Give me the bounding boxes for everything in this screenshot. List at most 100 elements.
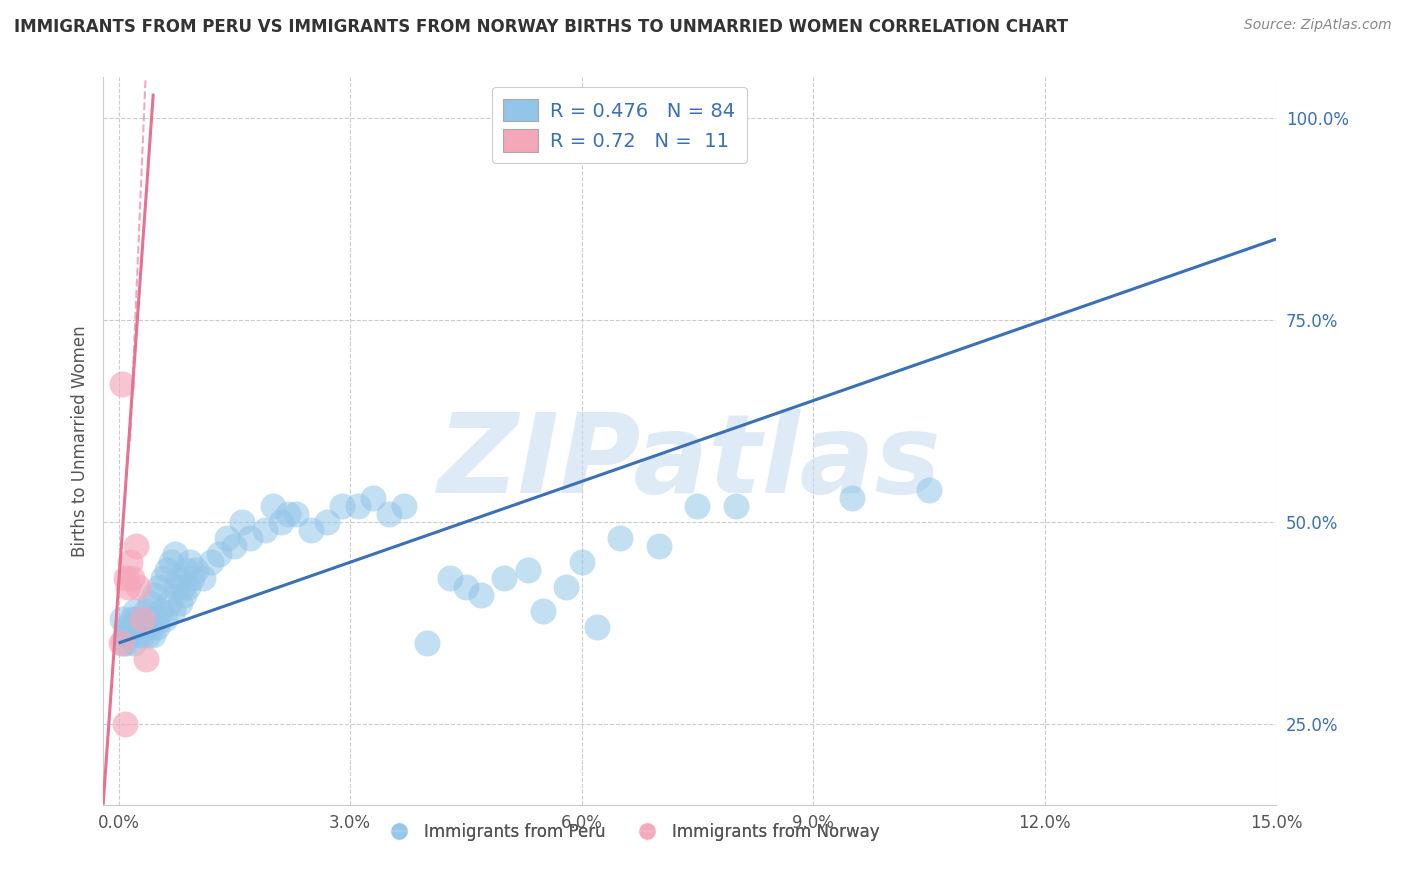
Point [128,620,150,634]
Point [841,491,863,505]
Point [114,620,136,634]
Point [239,531,262,545]
Point [162,604,184,618]
Point [142,628,165,642]
Point [270,515,292,529]
Point [586,620,609,634]
Point [124,539,146,553]
Point [377,507,399,521]
Point [163,547,186,561]
Point [122,636,145,650]
Point [254,523,277,537]
Point [177,580,200,594]
Point [346,499,368,513]
Point [193,571,215,585]
Point [918,483,941,497]
Point [180,571,202,585]
Point [139,596,162,610]
Point [120,628,142,642]
Point [169,596,191,610]
Point [129,620,152,634]
Point [439,571,461,585]
Point [111,612,134,626]
Point [135,652,157,666]
Point [117,620,139,634]
Point [172,580,194,594]
Text: Source: ZipAtlas.com: Source: ZipAtlas.com [1244,18,1392,32]
Point [160,555,183,569]
Point [146,620,169,634]
Point [121,612,143,626]
Point [184,563,207,577]
Point [416,636,439,650]
Point [110,636,132,650]
Point [176,563,198,577]
Point [148,580,170,594]
Point [167,571,190,585]
Point [262,499,284,513]
Point [136,628,159,642]
Point [150,604,173,618]
Point [571,555,593,569]
Point [117,628,139,642]
Point [494,571,516,585]
Point [120,555,142,569]
Point [111,377,134,392]
Point [157,596,180,610]
Point [132,612,155,626]
Point [215,531,238,545]
Point [115,571,138,585]
Y-axis label: Births to Unmarried Women: Births to Unmarried Women [72,326,89,557]
Text: ZIPatlas: ZIPatlas [437,409,942,516]
Point [165,580,187,594]
Point [143,588,166,602]
Point [127,628,149,642]
Point [112,636,135,650]
Point [179,555,201,569]
Point [392,499,415,513]
Point [301,523,323,537]
Point [115,636,138,650]
Point [145,612,167,626]
Legend: Immigrants from Peru, Immigrants from Norway: Immigrants from Peru, Immigrants from No… [375,816,886,847]
Point [686,499,709,513]
Point [124,612,146,626]
Point [156,563,179,577]
Point [531,604,554,618]
Text: IMMIGRANTS FROM PERU VS IMMIGRANTS FROM NORWAY BIRTHS TO UNMARRIED WOMEN CORRELA: IMMIGRANTS FROM PERU VS IMMIGRANTS FROM … [14,18,1069,36]
Point [516,563,538,577]
Point [208,547,231,561]
Point [454,580,477,594]
Point [127,580,149,594]
Point [648,539,671,553]
Point [277,507,299,521]
Point [724,499,747,513]
Point [200,555,222,569]
Point [121,571,143,585]
Point [470,838,492,852]
Point [117,580,139,594]
Point [131,628,153,642]
Point [124,604,146,618]
Point [114,628,136,642]
Point [231,515,253,529]
Point [470,588,492,602]
Point [153,612,176,626]
Point [152,571,174,585]
Point [131,612,153,626]
Point [131,612,153,626]
Point [330,499,353,513]
Point [121,620,143,634]
Point [555,580,578,594]
Point [139,620,162,634]
Point [609,531,631,545]
Point [285,507,308,521]
Point [135,620,157,634]
Point [173,588,195,602]
Point [316,515,339,529]
Point [135,604,157,618]
Point [224,539,246,553]
Point [138,612,160,626]
Point [114,717,136,731]
Point [361,491,384,505]
